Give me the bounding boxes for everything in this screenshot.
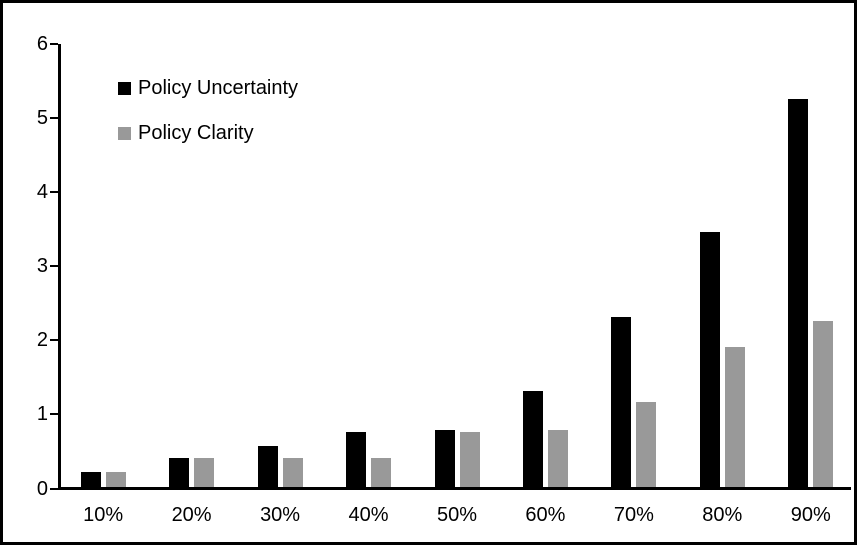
- y-tick-mark: [50, 339, 58, 342]
- x-tick-label: 80%: [702, 504, 743, 526]
- bar-clarity-20%: [194, 457, 215, 487]
- y-tick-mark: [50, 191, 58, 194]
- legend-item-policy-clarity: Policy Clarity: [118, 120, 298, 146]
- legend: Policy Uncertainty Policy Clarity: [118, 75, 298, 146]
- x-tick-label: 70%: [613, 504, 654, 526]
- x-tick-label: 60%: [525, 504, 566, 526]
- x-tick-label: 50%: [436, 504, 477, 526]
- y-tick-mark: [50, 413, 58, 416]
- y-tick-label: 0: [36, 477, 48, 500]
- legend-swatch-black: [118, 81, 131, 95]
- x-tick-label: 10%: [83, 504, 124, 526]
- bar-uncertainty-10%: [80, 472, 101, 487]
- y-tick-label: 3: [36, 255, 48, 278]
- bar-uncertainty-20%: [169, 457, 190, 487]
- plot-area: [59, 44, 854, 487]
- bar-clarity-70%: [636, 402, 657, 487]
- bar-clarity-30%: [282, 457, 303, 487]
- bar-clarity-50%: [459, 431, 480, 487]
- x-tick-label: 20%: [171, 504, 212, 526]
- bar-uncertainty-70%: [611, 317, 632, 487]
- y-axis-line: [58, 44, 61, 490]
- y-tick-label: 6: [36, 33, 48, 55]
- y-tick-label: 1: [36, 403, 48, 426]
- y-tick-mark: [50, 265, 58, 268]
- bar-clarity-40%: [371, 457, 392, 487]
- bar-clarity-80%: [724, 346, 745, 487]
- legend-label: Policy Clarity: [138, 121, 254, 144]
- y-tick-mark: [50, 117, 58, 120]
- legend-swatch-gray: [118, 126, 131, 140]
- legend-label: Policy Uncertainty: [138, 76, 299, 99]
- bar-clarity-10%: [105, 472, 126, 487]
- x-axis-line: [58, 487, 851, 490]
- y-tick-mark: [50, 43, 58, 45]
- bar-uncertainty-50%: [434, 430, 455, 487]
- y-tick-mark: [50, 487, 58, 490]
- y-tick-label: 2: [36, 329, 48, 352]
- legend-item-policy-uncertainty: Policy Uncertainty: [118, 75, 298, 101]
- x-tick-label: 90%: [790, 504, 831, 526]
- bar-clarity-60%: [547, 430, 568, 487]
- y-tick-label: 4: [36, 181, 48, 204]
- bar-uncertainty-60%: [522, 391, 543, 487]
- bar-uncertainty-90%: [788, 99, 809, 487]
- bar-clarity-90%: [813, 320, 834, 487]
- bar-uncertainty-80%: [699, 232, 720, 487]
- x-tick-label: 30%: [260, 504, 301, 526]
- y-tick-label: 5: [36, 107, 48, 130]
- x-tick-label: 40%: [348, 504, 389, 526]
- bar-uncertainty-30%: [257, 446, 278, 487]
- bar-uncertainty-40%: [346, 431, 367, 487]
